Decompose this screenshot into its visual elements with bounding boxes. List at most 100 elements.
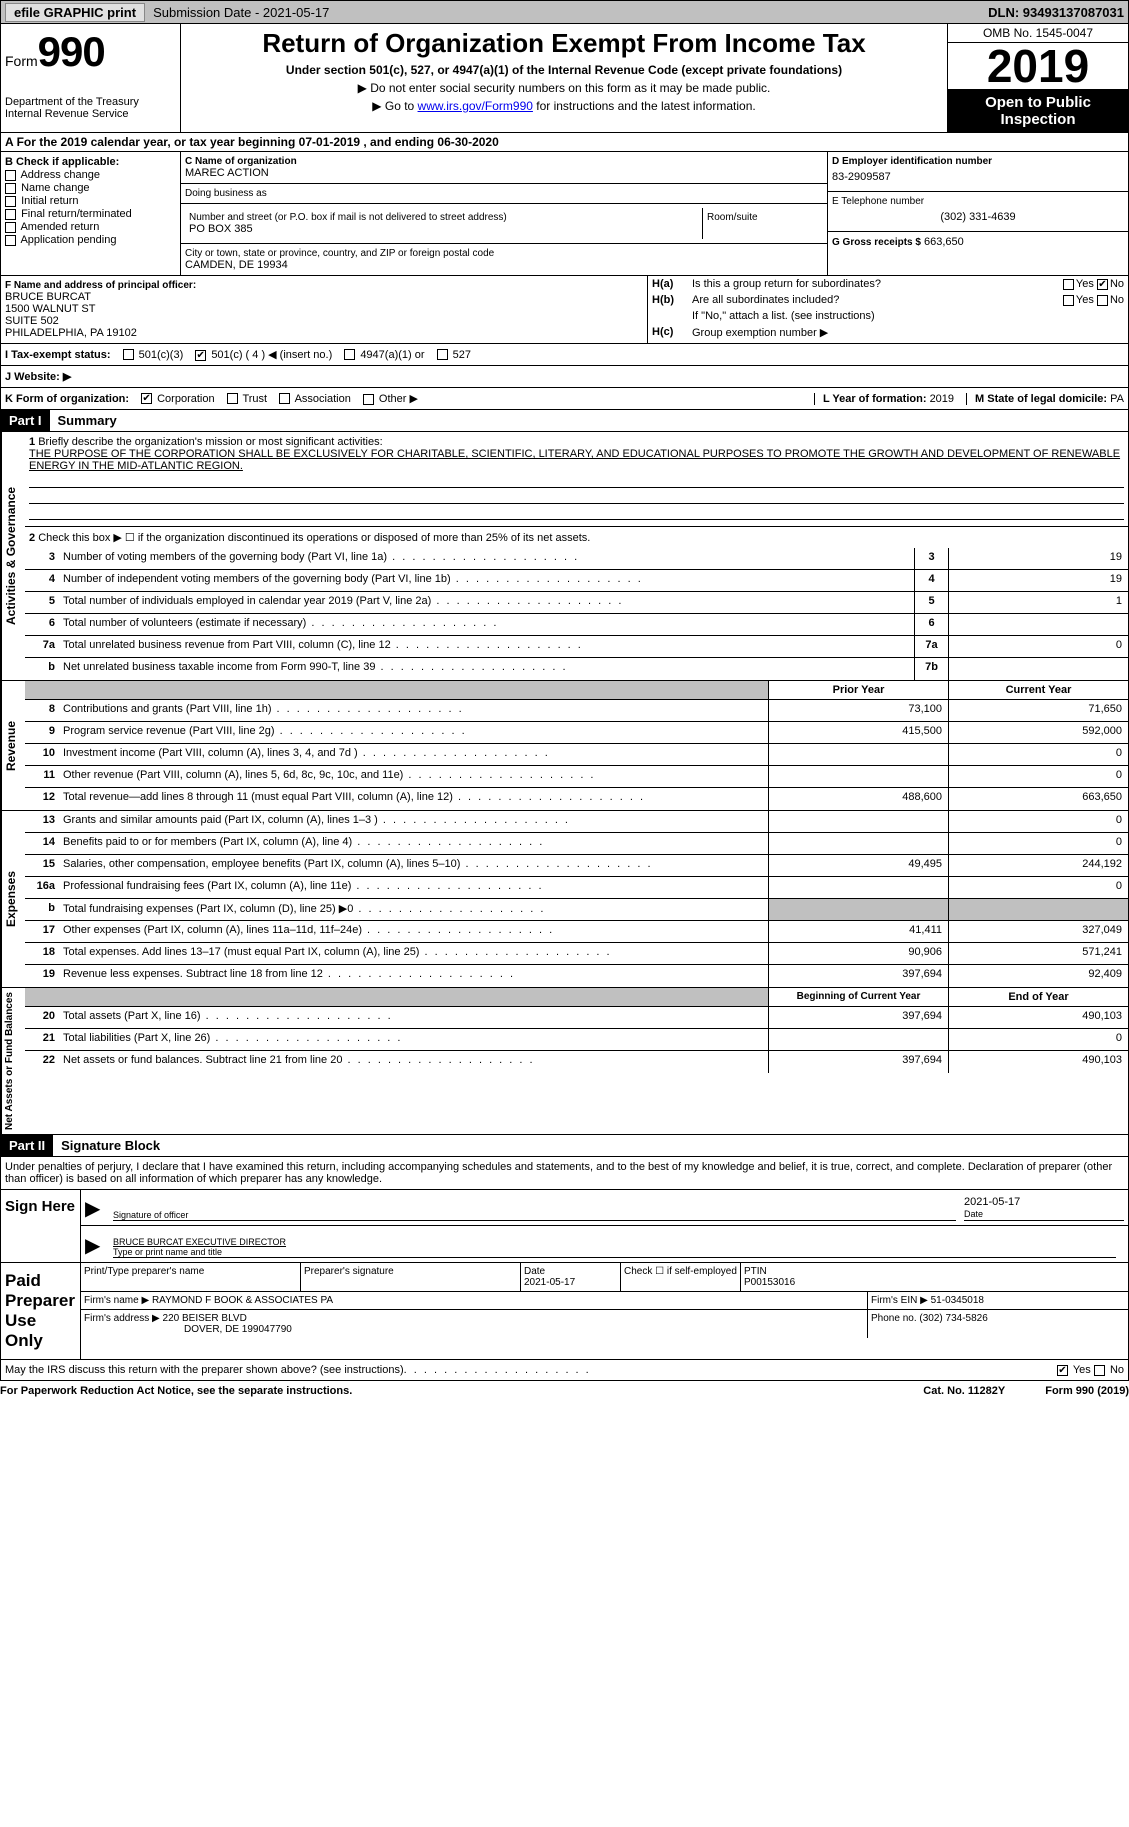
gov-line: b Net unrelated business taxable income …: [25, 658, 1128, 680]
chk-501c3[interactable]: [123, 349, 134, 360]
discuss-yes[interactable]: [1057, 1365, 1068, 1376]
hb-yes[interactable]: [1063, 295, 1074, 306]
city-value: CAMDEN, DE 19934: [185, 259, 823, 271]
line-text: Total number of volunteers (estimate if …: [59, 614, 914, 635]
gov-line: 7a Total unrelated business revenue from…: [25, 636, 1128, 658]
opt-other: Other ▶: [379, 393, 418, 405]
prior-val: [768, 833, 948, 854]
tax-year: 2019: [948, 43, 1128, 90]
chk-corp[interactable]: [141, 393, 152, 404]
efile-button[interactable]: efile GRAPHIC print: [5, 3, 145, 22]
form-label: Form: [5, 53, 38, 69]
chk-name-change[interactable]: [5, 183, 16, 194]
opt-pending: Application pending: [20, 234, 116, 246]
line-box: 6: [914, 614, 948, 635]
hb-no-label: No: [1110, 294, 1124, 306]
gov-line: 5 Total number of individuals employed i…: [25, 592, 1128, 614]
chk-527[interactable]: [437, 349, 448, 360]
hdr-begin: Beginning of Current Year: [768, 988, 948, 1006]
sig-officer-field[interactable]: Signature of officer: [113, 1210, 956, 1221]
line-val: 19: [948, 570, 1128, 591]
officer-addr3: PHILADELPHIA, PA 19102: [5, 327, 643, 339]
line-text: Number of voting members of the governin…: [59, 548, 914, 569]
line-text: Program service revenue (Part VIII, line…: [59, 722, 768, 743]
cat-no: Cat. No. 11282Y: [923, 1385, 1005, 1397]
chk-trust[interactable]: [227, 393, 238, 404]
current-val: 490,103: [948, 1051, 1128, 1073]
line-i-label: I Tax-exempt status:: [5, 349, 111, 361]
current-val: 490,103: [948, 1007, 1128, 1028]
line-l-label: L Year of formation:: [823, 393, 927, 405]
street-value: PO BOX 385: [189, 223, 698, 235]
current-val: 0: [948, 877, 1128, 898]
ha-no[interactable]: [1097, 279, 1108, 290]
chk-initial[interactable]: [5, 196, 16, 207]
data-line: 10 Investment income (Part VIII, column …: [25, 744, 1128, 766]
prior-val: 90,906: [768, 943, 948, 964]
opt-address: Address change: [20, 169, 100, 181]
gov-line: 3 Number of voting members of the govern…: [25, 548, 1128, 570]
line-no: 20: [25, 1007, 59, 1028]
part2-title: Signature Block: [53, 1135, 168, 1156]
discuss-no[interactable]: [1094, 1365, 1105, 1376]
form-footer: Form 990 (2019): [1045, 1385, 1129, 1397]
ha-yes[interactable]: [1063, 279, 1074, 290]
dln: DLN: 93493137087031: [988, 5, 1124, 20]
line-text: Other revenue (Part VIII, column (A), li…: [59, 766, 768, 787]
gross-value: 663,650: [924, 236, 964, 248]
line-no: 9: [25, 722, 59, 743]
prior-val: 49,495: [768, 855, 948, 876]
hdr-prior: Prior Year: [768, 681, 948, 699]
chk-final[interactable]: [5, 209, 16, 220]
gov-line: 4 Number of independent voting members o…: [25, 570, 1128, 592]
opt-corp: Corporation: [157, 393, 214, 405]
chk-4947[interactable]: [344, 349, 355, 360]
line-val: [948, 614, 1128, 635]
firm-addr-label: Firm's address ▶: [84, 1313, 160, 1324]
chk-amended[interactable]: [5, 222, 16, 233]
officer-print-label: Type or print name and title: [113, 1247, 222, 1257]
current-val: [948, 899, 1128, 920]
chk-501c[interactable]: [195, 350, 206, 361]
declaration: Under penalties of perjury, I declare th…: [0, 1157, 1129, 1190]
opt-assoc: Association: [295, 393, 351, 405]
firm-phone-val: (302) 734-5826: [919, 1313, 987, 1324]
ein-label: D Employer identification number: [832, 156, 992, 167]
line-box: 7a: [914, 636, 948, 657]
chk-other[interactable]: [363, 394, 374, 405]
firm-name-val: RAYMOND F BOOK & ASSOCIATES PA: [152, 1295, 333, 1306]
side-expenses: Expenses: [1, 811, 25, 987]
form-number: 990: [38, 28, 105, 75]
part1-header: Part I: [1, 410, 50, 431]
discuss-text: May the IRS discuss this return with the…: [5, 1364, 404, 1376]
chk-address-change[interactable]: [5, 170, 16, 181]
ptin-val: P00153016: [744, 1277, 795, 1288]
current-val: 0: [948, 811, 1128, 832]
line-text: Number of independent voting members of …: [59, 570, 914, 591]
box-b-title: B Check if applicable:: [5, 156, 176, 168]
hb-no[interactable]: [1097, 295, 1108, 306]
data-line: 9 Program service revenue (Part VIII, li…: [25, 722, 1128, 744]
line-text: Investment income (Part VIII, column (A)…: [59, 744, 768, 765]
line-no: 21: [25, 1029, 59, 1050]
line-no: 15: [25, 855, 59, 876]
box-c-label: C Name of organization: [185, 156, 297, 167]
chk-assoc[interactable]: [279, 393, 290, 404]
line-text: Professional fundraising fees (Part IX, …: [59, 877, 768, 898]
irs-link[interactable]: www.irs.gov/Form990: [418, 99, 533, 113]
line-no: 7a: [25, 636, 59, 657]
line-text: Benefits paid to or for members (Part IX…: [59, 833, 768, 854]
opt-name: Name change: [21, 182, 90, 194]
chk-pending[interactable]: [5, 235, 16, 246]
part2-header: Part II: [1, 1135, 53, 1156]
top-bar: efile GRAPHIC print Submission Date - 20…: [0, 0, 1129, 24]
phone-label: E Telephone number: [832, 196, 1124, 207]
line-a-text: For the 2019 calendar year, or tax year …: [17, 135, 499, 149]
line-text: Total fundraising expenses (Part IX, col…: [59, 899, 768, 920]
prior-val: 397,694: [768, 1007, 948, 1028]
ha-no-label: No: [1110, 278, 1124, 290]
prior-val: [768, 877, 948, 898]
line-no: b: [25, 658, 59, 680]
line-no: 5: [25, 592, 59, 613]
hdr-end: End of Year: [948, 988, 1128, 1006]
